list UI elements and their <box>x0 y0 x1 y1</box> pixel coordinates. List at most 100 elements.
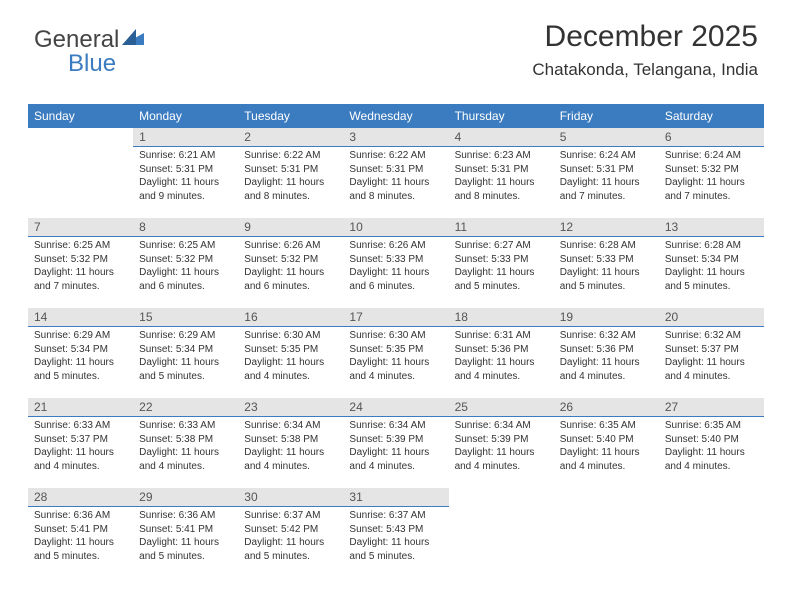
day-number: 12 <box>554 218 659 237</box>
day-details: Sunrise: 6:37 AMSunset: 5:43 PMDaylight:… <box>343 507 448 565</box>
calendar-cell: 5Sunrise: 6:24 AMSunset: 5:31 PMDaylight… <box>554 128 659 210</box>
day-header: Wednesday <box>343 104 448 128</box>
day-number: 31 <box>343 488 448 507</box>
day-details: Sunrise: 6:29 AMSunset: 5:34 PMDaylight:… <box>133 327 238 385</box>
day-details: Sunrise: 6:33 AMSunset: 5:38 PMDaylight:… <box>133 417 238 475</box>
day-number: 5 <box>554 128 659 147</box>
day-details: Sunrise: 6:27 AMSunset: 5:33 PMDaylight:… <box>449 237 554 295</box>
day-details: Sunrise: 6:30 AMSunset: 5:35 PMDaylight:… <box>343 327 448 385</box>
day-details: Sunrise: 6:28 AMSunset: 5:34 PMDaylight:… <box>659 237 764 295</box>
day-number: 19 <box>554 308 659 327</box>
day-header: Sunday <box>28 104 133 128</box>
day-number: 6 <box>659 128 764 147</box>
calendar-cell: 30Sunrise: 6:37 AMSunset: 5:42 PMDayligh… <box>238 488 343 570</box>
calendar-cell: 17Sunrise: 6:30 AMSunset: 5:35 PMDayligh… <box>343 308 448 390</box>
calendar-cell: 24Sunrise: 6:34 AMSunset: 5:39 PMDayligh… <box>343 398 448 480</box>
calendar-row: 14Sunrise: 6:29 AMSunset: 5:34 PMDayligh… <box>28 308 764 390</box>
calendar-cell: 9Sunrise: 6:26 AMSunset: 5:32 PMDaylight… <box>238 218 343 300</box>
calendar-cell: 13Sunrise: 6:28 AMSunset: 5:34 PMDayligh… <box>659 218 764 300</box>
calendar-row: 21Sunrise: 6:33 AMSunset: 5:37 PMDayligh… <box>28 398 764 480</box>
day-header: Friday <box>554 104 659 128</box>
day-details: Sunrise: 6:25 AMSunset: 5:32 PMDaylight:… <box>28 237 133 295</box>
day-number: 10 <box>343 218 448 237</box>
calendar-cell <box>659 488 764 570</box>
calendar-cell: 4Sunrise: 6:23 AMSunset: 5:31 PMDaylight… <box>449 128 554 210</box>
day-details: Sunrise: 6:30 AMSunset: 5:35 PMDaylight:… <box>238 327 343 385</box>
day-details: Sunrise: 6:24 AMSunset: 5:32 PMDaylight:… <box>659 147 764 205</box>
day-details: Sunrise: 6:35 AMSunset: 5:40 PMDaylight:… <box>659 417 764 475</box>
logo-text-2: Blue <box>68 50 116 78</box>
day-number: 13 <box>659 218 764 237</box>
calendar-cell: 28Sunrise: 6:36 AMSunset: 5:41 PMDayligh… <box>28 488 133 570</box>
calendar-cell: 3Sunrise: 6:22 AMSunset: 5:31 PMDaylight… <box>343 128 448 210</box>
day-details: Sunrise: 6:36 AMSunset: 5:41 PMDaylight:… <box>133 507 238 565</box>
calendar-cell: 31Sunrise: 6:37 AMSunset: 5:43 PMDayligh… <box>343 488 448 570</box>
day-details: Sunrise: 6:32 AMSunset: 5:37 PMDaylight:… <box>659 327 764 385</box>
day-details: Sunrise: 6:25 AMSunset: 5:32 PMDaylight:… <box>133 237 238 295</box>
day-details: Sunrise: 6:33 AMSunset: 5:37 PMDaylight:… <box>28 417 133 475</box>
calendar-cell: 15Sunrise: 6:29 AMSunset: 5:34 PMDayligh… <box>133 308 238 390</box>
calendar-table: SundayMondayTuesdayWednesdayThursdayFrid… <box>28 104 764 570</box>
day-number: 11 <box>449 218 554 237</box>
day-number: 27 <box>659 398 764 417</box>
day-number: 30 <box>238 488 343 507</box>
day-number: 14 <box>28 308 133 327</box>
calendar-cell: 14Sunrise: 6:29 AMSunset: 5:34 PMDayligh… <box>28 308 133 390</box>
calendar-cell <box>28 128 133 210</box>
day-number: 22 <box>133 398 238 417</box>
day-number: 25 <box>449 398 554 417</box>
calendar-cell: 18Sunrise: 6:31 AMSunset: 5:36 PMDayligh… <box>449 308 554 390</box>
day-number: 8 <box>133 218 238 237</box>
calendar-cell: 10Sunrise: 6:26 AMSunset: 5:33 PMDayligh… <box>343 218 448 300</box>
calendar-row: 28Sunrise: 6:36 AMSunset: 5:41 PMDayligh… <box>28 488 764 570</box>
day-number: 2 <box>238 128 343 147</box>
day-details: Sunrise: 6:21 AMSunset: 5:31 PMDaylight:… <box>133 147 238 205</box>
day-number: 16 <box>238 308 343 327</box>
calendar-row: 1Sunrise: 6:21 AMSunset: 5:31 PMDaylight… <box>28 128 764 210</box>
calendar-cell: 12Sunrise: 6:28 AMSunset: 5:33 PMDayligh… <box>554 218 659 300</box>
row-spacer <box>28 300 764 308</box>
day-details: Sunrise: 6:31 AMSunset: 5:36 PMDaylight:… <box>449 327 554 385</box>
calendar-cell <box>449 488 554 570</box>
day-details: Sunrise: 6:32 AMSunset: 5:36 PMDaylight:… <box>554 327 659 385</box>
row-spacer <box>28 480 764 488</box>
day-number: 1 <box>133 128 238 147</box>
calendar-cell: 25Sunrise: 6:34 AMSunset: 5:39 PMDayligh… <box>449 398 554 480</box>
calendar-cell: 6Sunrise: 6:24 AMSunset: 5:32 PMDaylight… <box>659 128 764 210</box>
calendar-cell: 8Sunrise: 6:25 AMSunset: 5:32 PMDaylight… <box>133 218 238 300</box>
day-details: Sunrise: 6:26 AMSunset: 5:32 PMDaylight:… <box>238 237 343 295</box>
calendar-row: 7Sunrise: 6:25 AMSunset: 5:32 PMDaylight… <box>28 218 764 300</box>
calendar-header-row: SundayMondayTuesdayWednesdayThursdayFrid… <box>28 104 764 128</box>
day-details: Sunrise: 6:37 AMSunset: 5:42 PMDaylight:… <box>238 507 343 565</box>
page-title: December 2025 <box>532 20 758 54</box>
day-number: 26 <box>554 398 659 417</box>
day-header: Saturday <box>659 104 764 128</box>
day-number: 23 <box>238 398 343 417</box>
calendar-cell: 7Sunrise: 6:25 AMSunset: 5:32 PMDaylight… <box>28 218 133 300</box>
day-number: 15 <box>133 308 238 327</box>
day-number: 18 <box>449 308 554 327</box>
calendar-cell: 2Sunrise: 6:22 AMSunset: 5:31 PMDaylight… <box>238 128 343 210</box>
calendar-cell: 29Sunrise: 6:36 AMSunset: 5:41 PMDayligh… <box>133 488 238 570</box>
day-number: 4 <box>449 128 554 147</box>
day-number: 21 <box>28 398 133 417</box>
day-details: Sunrise: 6:34 AMSunset: 5:38 PMDaylight:… <box>238 417 343 475</box>
day-number: 24 <box>343 398 448 417</box>
day-details: Sunrise: 6:34 AMSunset: 5:39 PMDaylight:… <box>449 417 554 475</box>
logo-triangle-icon <box>122 26 144 54</box>
day-details: Sunrise: 6:34 AMSunset: 5:39 PMDaylight:… <box>343 417 448 475</box>
calendar-body: 1Sunrise: 6:21 AMSunset: 5:31 PMDaylight… <box>28 128 764 570</box>
day-number: 28 <box>28 488 133 507</box>
day-header: Tuesday <box>238 104 343 128</box>
calendar-cell: 19Sunrise: 6:32 AMSunset: 5:36 PMDayligh… <box>554 308 659 390</box>
row-spacer <box>28 210 764 218</box>
calendar-cell: 16Sunrise: 6:30 AMSunset: 5:35 PMDayligh… <box>238 308 343 390</box>
day-number: 7 <box>28 218 133 237</box>
day-details: Sunrise: 6:36 AMSunset: 5:41 PMDaylight:… <box>28 507 133 565</box>
day-details: Sunrise: 6:29 AMSunset: 5:34 PMDaylight:… <box>28 327 133 385</box>
day-details: Sunrise: 6:24 AMSunset: 5:31 PMDaylight:… <box>554 147 659 205</box>
page-subtitle: Chatakonda, Telangana, India <box>532 60 758 80</box>
calendar-cell: 21Sunrise: 6:33 AMSunset: 5:37 PMDayligh… <box>28 398 133 480</box>
day-details: Sunrise: 6:28 AMSunset: 5:33 PMDaylight:… <box>554 237 659 295</box>
day-details: Sunrise: 6:22 AMSunset: 5:31 PMDaylight:… <box>238 147 343 205</box>
